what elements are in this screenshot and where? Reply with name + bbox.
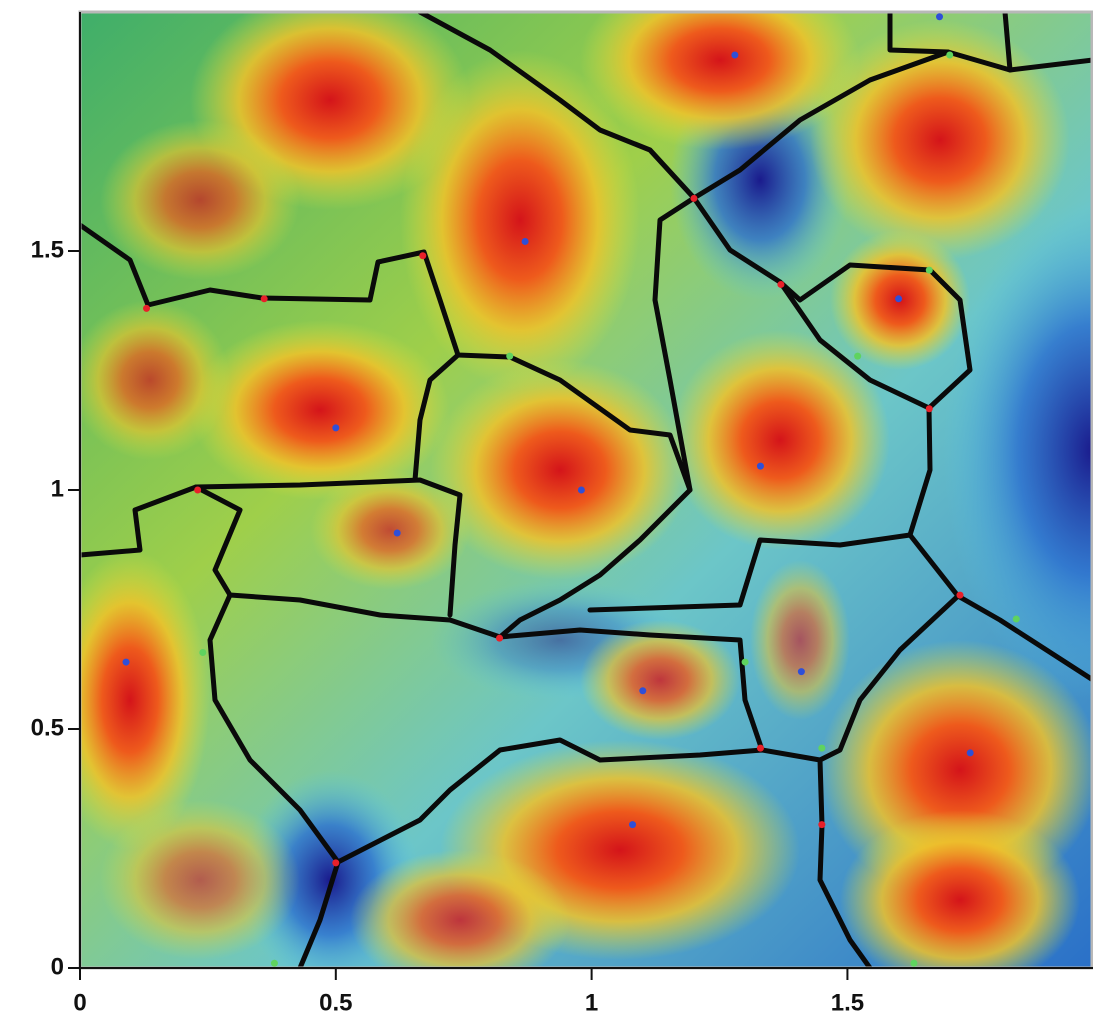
point	[936, 13, 944, 21]
point	[629, 821, 637, 829]
point	[332, 859, 340, 867]
point	[199, 649, 207, 657]
point	[496, 634, 504, 642]
y-tick-label: 0.5	[31, 714, 64, 741]
x-tick-label: 0	[73, 989, 86, 1016]
point	[419, 252, 427, 260]
x-tick-label: 0.5	[319, 989, 352, 1016]
point	[122, 658, 130, 666]
point	[895, 295, 903, 303]
point	[925, 266, 933, 274]
point	[577, 486, 585, 494]
point	[506, 352, 514, 360]
terrain	[80, 12, 1093, 968]
watershed-boundaries	[80, 12, 1093, 968]
point	[946, 51, 954, 59]
point	[1012, 615, 1020, 623]
point	[731, 51, 739, 59]
point	[741, 658, 749, 666]
x-tick-label: 1.5	[831, 989, 864, 1016]
point	[194, 486, 202, 494]
point	[270, 959, 278, 967]
point	[910, 959, 918, 967]
point	[690, 194, 698, 202]
point	[966, 749, 974, 757]
y-tick-label: 1.5	[31, 236, 64, 263]
point	[777, 280, 785, 288]
point	[854, 352, 862, 360]
point	[393, 529, 401, 537]
y-tick-label: 0	[51, 953, 64, 980]
point	[260, 295, 268, 303]
point	[756, 744, 764, 752]
y-tick-label: 1	[51, 475, 64, 502]
point	[756, 462, 764, 470]
point	[956, 591, 964, 599]
point	[521, 237, 529, 245]
point	[143, 304, 151, 312]
point	[332, 424, 340, 432]
x-tick-label: 1	[585, 989, 598, 1016]
point	[639, 687, 647, 695]
point	[818, 821, 826, 829]
point	[818, 744, 826, 752]
point	[925, 405, 933, 413]
point	[797, 668, 805, 676]
